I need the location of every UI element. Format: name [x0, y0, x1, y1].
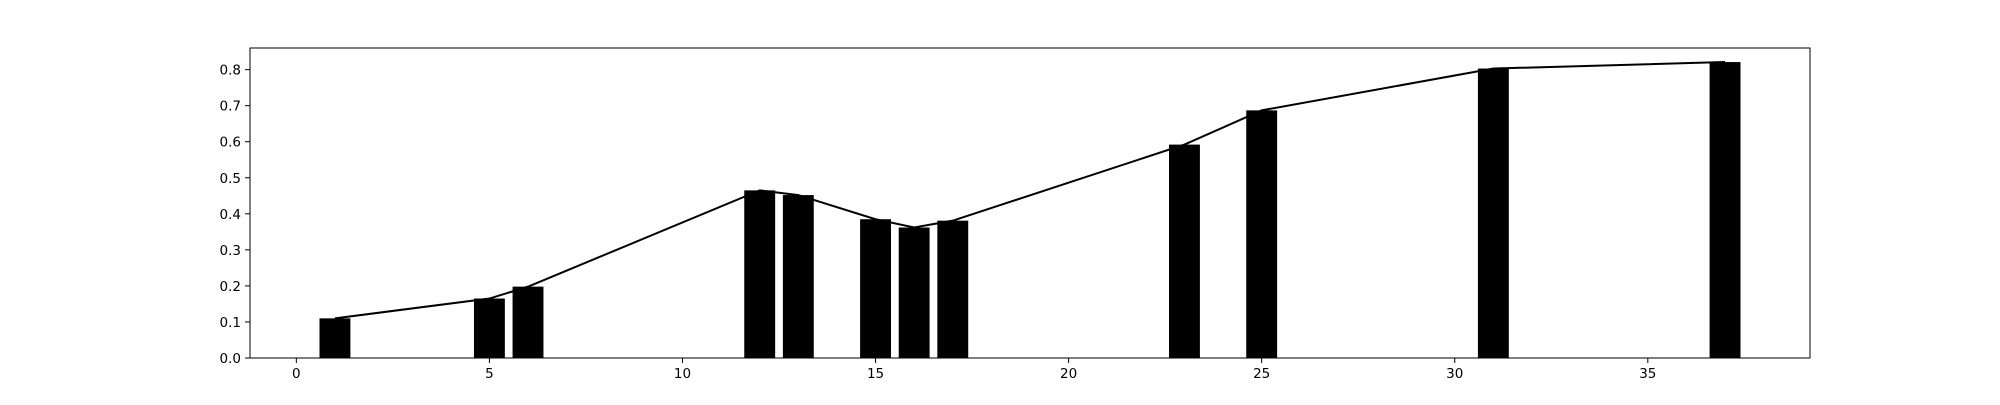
x-axis: 0 5 10 15 20 25 30 35: [292, 358, 1656, 382]
y-tick-label: 0.0: [220, 351, 241, 367]
bar-23: [1169, 144, 1200, 358]
x-tick-label: 20: [1060, 366, 1077, 382]
bar-5: [473, 298, 505, 358]
y-tick-label: 0.5: [220, 171, 241, 187]
x-tick-label: 30: [1446, 366, 1463, 382]
bar-17: [937, 220, 969, 358]
bar-37: [1709, 62, 1741, 359]
y-axis: 0.0 0.1 0.2 0.3 0.4 0.5 0.6 0.7 0.8: [220, 63, 250, 367]
x-tick-label: 25: [1253, 366, 1270, 382]
bar-13: [782, 195, 814, 358]
bar-16: [898, 227, 930, 358]
bar-12: [744, 190, 776, 358]
x-tick-label: 15: [867, 366, 884, 382]
x-tick-label: 5: [485, 366, 494, 382]
plot-frame: [249, 47, 1811, 359]
bars: [319, 62, 1741, 359]
y-tick-label: 0.7: [220, 99, 241, 115]
bar-1: [319, 318, 351, 358]
bar-6: [512, 286, 544, 358]
y-tick-label: 0.2: [220, 279, 241, 295]
bar-15: [860, 219, 891, 358]
y-tick-label: 0.4: [220, 207, 241, 223]
bar-31: [1477, 68, 1509, 359]
x-tick-label: 10: [674, 366, 691, 382]
x-tick-label: 35: [1639, 366, 1656, 382]
line-series-path: [334, 61, 1726, 320]
line-series: [334, 61, 1726, 320]
y-tick-label: 0.8: [220, 63, 241, 79]
x-tick-label: 0: [292, 366, 301, 382]
y-tick-label: 0.3: [220, 243, 241, 259]
bar-25: [1246, 110, 1278, 358]
y-tick-label: 0.1: [220, 315, 241, 331]
y-tick-label: 0.6: [220, 135, 241, 151]
